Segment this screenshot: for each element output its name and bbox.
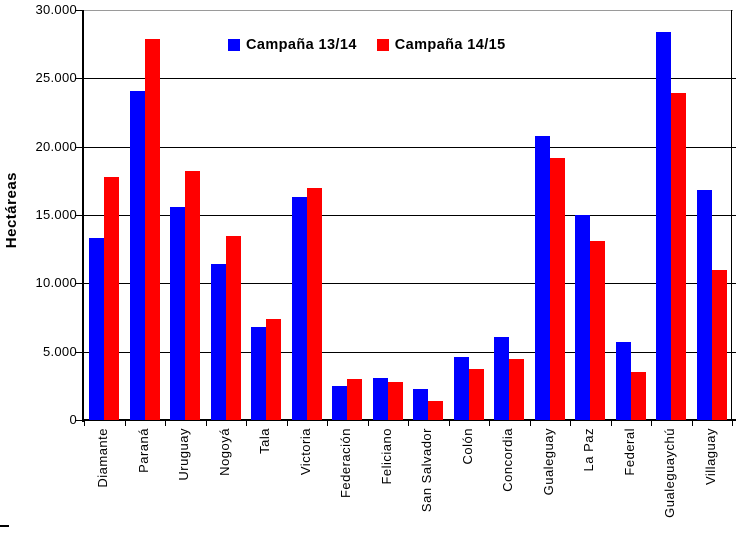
x-axis-tick <box>327 421 328 426</box>
x-axis-tick <box>570 421 571 426</box>
x-axis-label: Gualeguay <box>541 428 556 496</box>
x-axis-tick <box>246 421 247 426</box>
bar <box>671 93 686 420</box>
bar <box>494 337 509 420</box>
legend-swatch-blue-icon <box>228 39 240 51</box>
legend-item-campana-14-15: Campaña 14/15 <box>376 37 506 53</box>
bar <box>332 386 347 420</box>
legend-item-campana-13-14: Campaña 13/14 <box>228 37 357 53</box>
y-axis-tick <box>76 420 82 421</box>
bar <box>550 158 565 420</box>
gridline <box>84 352 736 353</box>
bar <box>413 389 428 420</box>
x-axis-label: Federación <box>338 428 353 499</box>
bar <box>388 382 403 420</box>
x-axis-tick <box>611 421 612 426</box>
bar <box>712 270 727 420</box>
bar <box>170 207 185 420</box>
bar <box>428 401 443 420</box>
bar <box>89 238 104 420</box>
x-axis-tick <box>732 421 733 426</box>
x-axis-tick <box>489 421 490 426</box>
corner-mark <box>0 525 9 527</box>
x-axis-tick <box>165 421 166 426</box>
x-axis-label: Nogoyá <box>217 428 232 476</box>
bar <box>130 91 145 420</box>
x-axis-label: Concordia <box>500 428 515 492</box>
bar <box>185 171 200 420</box>
x-axis-label: Federal <box>622 428 637 476</box>
bar <box>631 372 646 420</box>
y-axis-tick <box>76 283 82 284</box>
bar <box>575 215 590 420</box>
y-axis-tick <box>76 215 82 216</box>
x-axis-tick <box>449 421 450 426</box>
bar <box>469 369 484 420</box>
x-axis-label: La Paz <box>581 428 596 472</box>
bar <box>454 357 469 420</box>
y-axis-tick-label: 5.000 <box>42 344 77 359</box>
y-axis-tick-label: 0 <box>69 412 77 427</box>
gridline <box>84 147 736 148</box>
x-axis-label: Victoria <box>298 428 313 476</box>
gridline <box>84 215 736 216</box>
bar <box>590 241 605 420</box>
x-axis-label: Colón <box>460 428 475 465</box>
plot-border-top <box>84 10 733 11</box>
x-axis-line <box>82 419 736 421</box>
y-axis-tick-label: 30.000 <box>35 2 77 17</box>
bar <box>616 342 631 420</box>
y-axis-tick <box>76 352 82 353</box>
x-axis-label: Uruguay <box>176 428 191 481</box>
y-axis-tick-label: 25.000 <box>35 70 77 85</box>
bar <box>211 264 226 420</box>
legend: Campaña 13/14 Campaña 14/15 <box>228 37 506 53</box>
y-axis-tick <box>76 147 82 148</box>
bar <box>347 379 362 420</box>
legend-label-campana-14-15: Campaña 14/15 <box>394 37 506 53</box>
y-axis-tick <box>76 78 82 79</box>
x-axis-tick <box>692 421 693 426</box>
bar <box>656 32 671 420</box>
x-axis-tick <box>408 421 409 426</box>
legend-swatch-red-icon <box>376 39 389 51</box>
x-axis-tick <box>530 421 531 426</box>
bar <box>251 327 266 420</box>
x-axis-label: Villaguay <box>703 428 718 486</box>
bar <box>266 319 281 420</box>
y-axis-tick-label: 10.000 <box>35 275 77 290</box>
bar <box>292 197 307 420</box>
x-axis-tick <box>651 421 652 426</box>
x-axis-label: Gualeguaychú <box>662 428 677 518</box>
legend-label-campana-13-14: Campaña 13/14 <box>246 37 357 53</box>
y-axis-tick-label: 15.000 <box>35 207 77 222</box>
x-axis-tick <box>84 421 85 426</box>
x-axis-tick <box>368 421 369 426</box>
gridline <box>84 283 736 284</box>
bar <box>509 359 524 420</box>
bar <box>145 39 160 420</box>
x-axis-tick <box>287 421 288 426</box>
x-axis-tick <box>206 421 207 426</box>
y-axis-line <box>82 10 84 422</box>
bar <box>104 177 119 420</box>
gridline <box>84 78 736 79</box>
bar <box>535 136 550 420</box>
y-axis-tick-label: 20.000 <box>35 139 77 154</box>
x-axis-label: Tala <box>257 428 272 454</box>
y-axis-tick <box>76 10 82 11</box>
bar <box>373 378 388 420</box>
x-axis-label: Feliciano <box>379 428 394 485</box>
x-axis-label: Paraná <box>136 428 151 473</box>
x-axis-label: Diamante <box>95 428 110 488</box>
bar <box>697 190 712 420</box>
bar <box>307 188 322 420</box>
x-axis-tick <box>125 421 126 426</box>
x-axis-label: San Salvador <box>419 428 434 513</box>
bar <box>226 236 241 420</box>
